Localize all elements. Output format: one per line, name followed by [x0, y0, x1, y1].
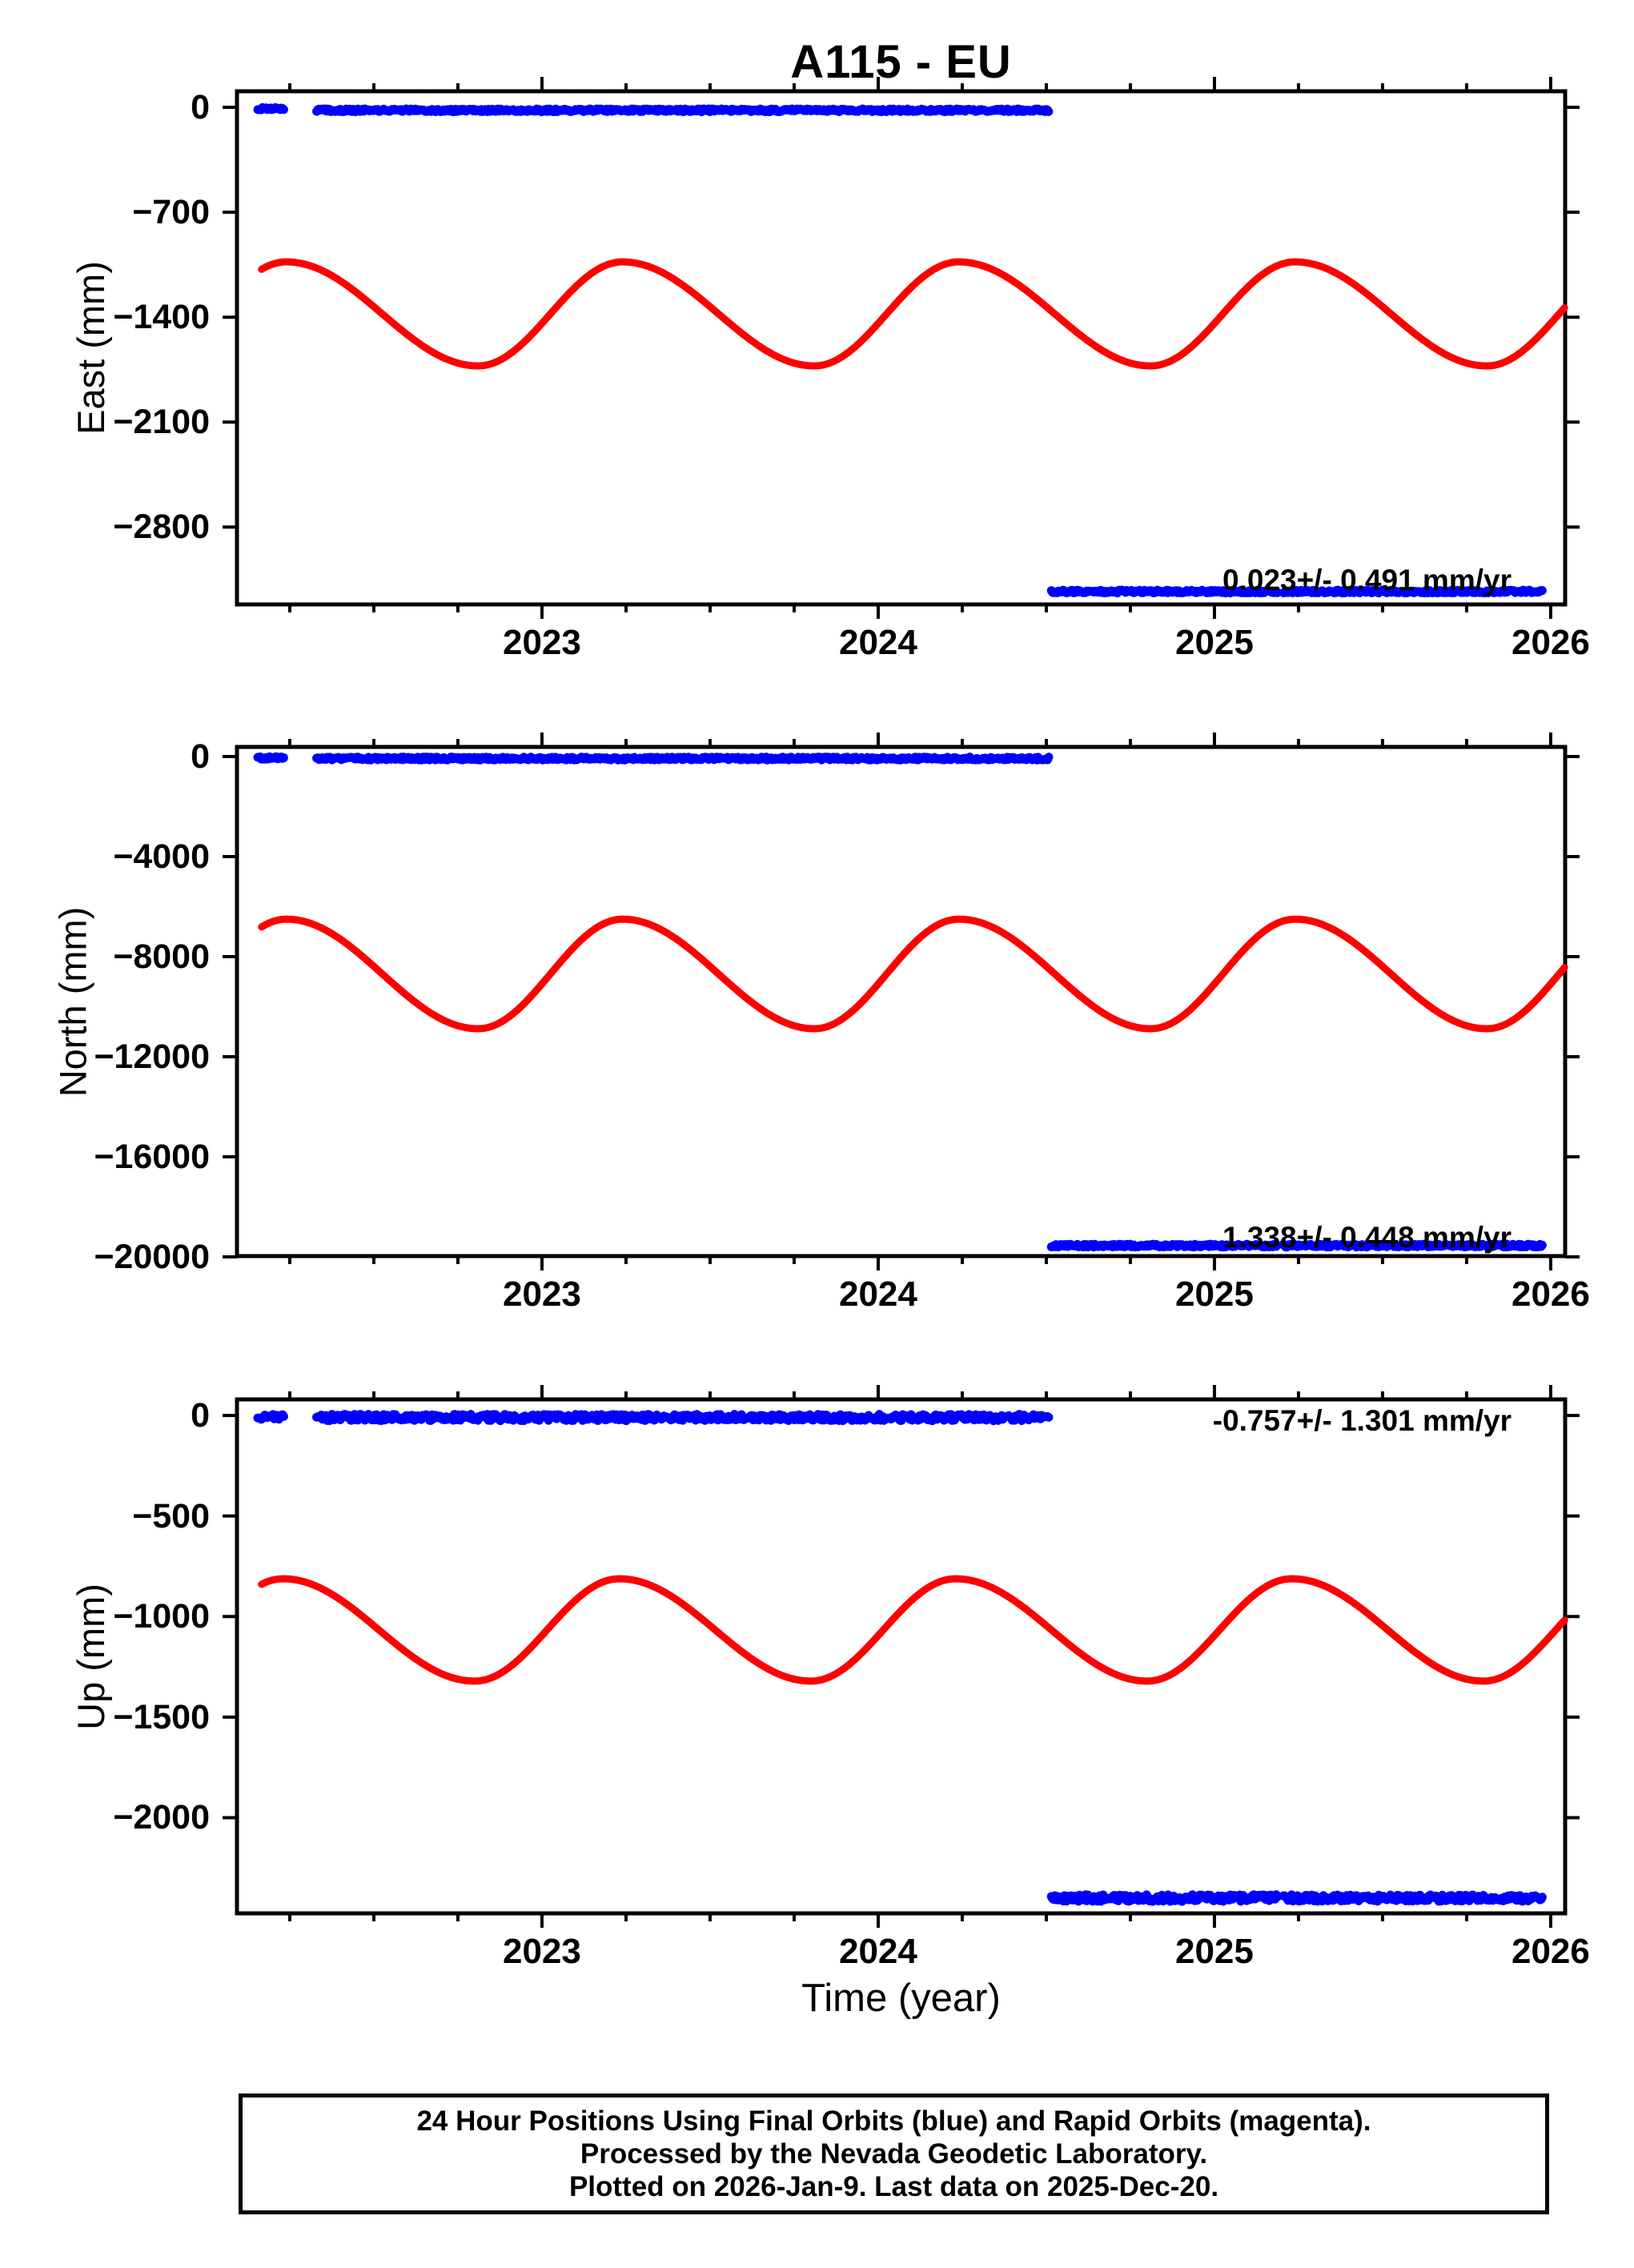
y-tick-label: −8000	[113, 937, 210, 976]
data-band-up-3	[1279, 1890, 1547, 1906]
y-tick-label: −4000	[113, 837, 210, 876]
data-band-up-0	[253, 1410, 288, 1424]
x-tick-label: 2023	[502, 1274, 581, 1314]
footer-info-box: 24 Hour Positions Using Final Orbits (bl…	[239, 2093, 1549, 2214]
x-tick-label: 2024	[838, 1932, 917, 1971]
y-tick-label: 0	[191, 737, 210, 776]
footer-line-plotted: Plotted on 2026-Jan-9. Last data on 2025…	[568, 2171, 1219, 2202]
y-tick-label: −1500	[113, 1697, 210, 1736]
y-tick-label: −700	[132, 193, 210, 232]
data-band-north-2	[1046, 1239, 1282, 1252]
x-axis-title: Time (year)	[801, 1977, 1001, 2020]
data-band-east-1	[312, 104, 1054, 117]
trend-annotation-up: -0.757+/- 1.301 mm/yr	[1212, 1404, 1512, 1437]
y-tick-label: 0	[191, 88, 210, 127]
y-axis-title-north: North (mm)	[51, 906, 94, 1097]
x-tick-label: 2026	[1511, 1932, 1590, 1971]
y-tick-label: 0	[191, 1396, 210, 1435]
y-tick-label: −2100	[113, 403, 210, 442]
model-curve-east	[258, 258, 1568, 370]
y-tick-label: −1400	[113, 298, 210, 337]
data-band-up-2	[1046, 1890, 1282, 1906]
panel-frame-east	[235, 89, 1568, 607]
model-curve-north	[258, 915, 1568, 1033]
y-tick-label: −12000	[94, 1038, 210, 1076]
data-band-east-3	[1279, 585, 1547, 598]
footer-line-processed: Processed by the Nevada Geodetic Laborat…	[580, 2138, 1208, 2170]
page-title: A115 - EU	[790, 36, 1012, 88]
x-tick-label: 2023	[502, 623, 581, 662]
data-band-north-1	[312, 753, 1054, 765]
data-band-east-0	[253, 102, 288, 114]
x-tick-label: 2023	[502, 1932, 581, 1971]
footer-line-orbits: 24 Hour Positions Using Final Orbits (bl…	[416, 2105, 1371, 2137]
y-tick-label: −2000	[113, 1798, 210, 1837]
y-tick-label: −16000	[94, 1138, 210, 1176]
data-band-east-2	[1046, 585, 1282, 598]
trend-annotation-east: 0.023+/- 0.491 mm/yr	[1222, 564, 1512, 596]
x-tick-label: 2025	[1174, 623, 1254, 662]
y-tick-label: −2800	[113, 508, 210, 547]
data-band-up-1	[312, 1410, 1054, 1426]
x-tick-label: 2024	[838, 1274, 917, 1314]
panel-frame-up	[235, 1397, 1568, 1916]
trend-annotation-north: 1.338+/- 0.448 mm/yr	[1222, 1221, 1512, 1254]
x-tick-label: 2025	[1174, 1274, 1254, 1314]
y-tick-label: −1000	[113, 1597, 210, 1636]
model-curve-up	[258, 1575, 1568, 1685]
x-tick-label: 2024	[838, 623, 917, 662]
data-band-north-0	[253, 752, 288, 764]
data-band-north-3	[1279, 1239, 1547, 1252]
x-tick-label: 2026	[1511, 1274, 1590, 1314]
y-tick-label: −500	[132, 1496, 210, 1535]
x-tick-label: 2026	[1511, 623, 1590, 662]
panel-frame-north	[235, 745, 1568, 1258]
x-tick-label: 2025	[1174, 1932, 1254, 1971]
y-tick-label: −20000	[94, 1238, 210, 1276]
